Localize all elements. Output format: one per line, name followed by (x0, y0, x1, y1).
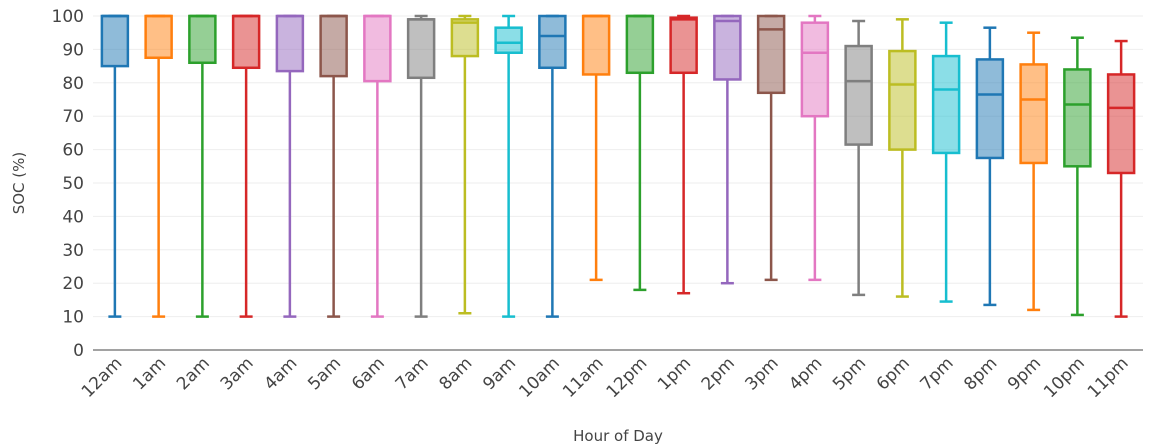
x-tick-label: 7am (392, 353, 433, 394)
x-tick-label: 4am (261, 353, 302, 394)
box-10am (538, 14, 567, 318)
y-axis-title: SOC (%) (10, 152, 28, 215)
box-2am (188, 14, 217, 318)
box-6am (363, 14, 392, 318)
x-tick-label: 12pm (603, 353, 652, 402)
box-iqr (275, 14, 305, 73)
x-tick-label: 2pm (698, 353, 739, 394)
box-8am (450, 14, 480, 315)
x-tick-label: 8am (436, 353, 477, 394)
y-tick-label: 90 (62, 40, 84, 60)
y-tick-label: 80 (62, 74, 84, 94)
box-iqr (800, 21, 830, 118)
box-iqr (538, 14, 567, 70)
box-8pm (975, 26, 1005, 307)
x-tick-label: 5pm (829, 353, 870, 394)
box-4pm (800, 14, 830, 282)
box-iqr (319, 14, 348, 78)
box-iqr (188, 14, 217, 65)
box-iqr (713, 14, 742, 81)
box-iqr (625, 14, 655, 75)
x-tick-label: 7pm (917, 353, 958, 394)
box-iqr (144, 14, 173, 59)
box-iqr (1106, 73, 1136, 175)
x-tick-label: 4pm (785, 353, 826, 394)
box-5pm (844, 19, 873, 297)
y-axis-ticks: 0 10 20 30 40 50 60 70 80 90 100 (52, 7, 84, 361)
box-iqr (450, 18, 480, 58)
x-tick-label: 2am (173, 353, 214, 394)
box-iqr (844, 44, 873, 146)
box-iqr (406, 18, 436, 80)
x-tick-label: 11pm (1084, 353, 1133, 402)
x-tick-label: 6pm (873, 353, 914, 394)
box-1pm (669, 14, 698, 295)
box-iqr (888, 49, 917, 151)
y-tick-label: 10 (62, 308, 84, 328)
y-tick-label: 20 (62, 274, 84, 294)
box-3am (231, 14, 261, 318)
y-tick-label: 60 (62, 141, 84, 161)
box-iqr (494, 26, 523, 54)
x-tick-label: 3pm (742, 353, 783, 394)
box-iqr (581, 14, 611, 76)
box-9pm (1019, 31, 1048, 312)
y-tick-label: 100 (52, 7, 84, 27)
box-iqr (669, 16, 698, 75)
y-tick-label: 50 (62, 174, 84, 194)
x-tick-label: 10am (515, 353, 564, 402)
box-2pm (713, 14, 742, 285)
x-tick-label: 6am (348, 353, 389, 394)
y-tick-label: 40 (62, 207, 84, 227)
box-series (100, 14, 1136, 318)
x-tick-label: 9am (479, 353, 520, 394)
x-tick-label: 3am (217, 353, 258, 394)
box-3pm (756, 14, 786, 282)
box-iqr (931, 54, 961, 155)
box-6pm (888, 18, 917, 298)
box-iqr (975, 58, 1005, 160)
box-10pm (1063, 36, 1092, 317)
x-tick-label: 8pm (960, 353, 1001, 394)
box-iqr (100, 14, 130, 68)
x-axis-title: Hour of Day (573, 427, 663, 445)
box-11am (581, 14, 611, 282)
x-tick-label: 1pm (654, 353, 695, 394)
y-tick-label: 70 (62, 107, 84, 127)
y-tick-label: 0 (73, 341, 84, 361)
box-7pm (931, 21, 961, 303)
y-tick-label: 30 (62, 241, 84, 261)
box-11pm (1106, 39, 1136, 318)
box-12am (100, 14, 130, 318)
box-1am (144, 14, 173, 318)
box-5am (319, 14, 348, 318)
box-12pm (625, 14, 655, 292)
box-9am (494, 14, 523, 318)
x-tick-label: 12am (78, 353, 127, 402)
x-tick-label: 5am (304, 353, 345, 394)
x-axis-ticks: 12am 1am 2am 3am 4am 5am 6am 7am 8am 9am10am11am1… (78, 353, 1133, 402)
x-tick-label: 11am (559, 353, 608, 402)
box-iqr (1019, 63, 1048, 165)
box-iqr (1063, 68, 1092, 168)
box-iqr (231, 14, 261, 70)
x-tick-label: 10pm (1040, 353, 1089, 402)
box-7am (406, 14, 436, 318)
box-iqr (756, 14, 786, 95)
gridlines (93, 15, 1143, 318)
x-tick-label: 1am (129, 353, 170, 394)
x-tick-label: 9pm (1004, 353, 1045, 394)
box-iqr (363, 14, 392, 83)
box-4am (275, 14, 305, 318)
